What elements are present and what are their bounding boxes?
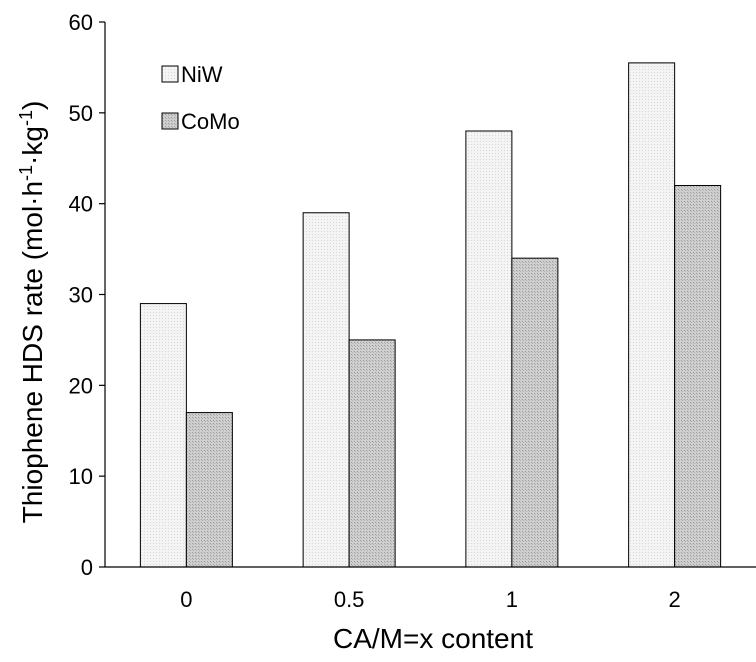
bars-layer <box>139 62 722 568</box>
legend: NiW CoMo <box>161 62 240 134</box>
x-tick-label-0: 0 <box>180 587 192 612</box>
bar-como-0.5 <box>348 339 396 568</box>
bar-como-1 <box>511 257 559 568</box>
x-tick-label-1: 1 <box>506 587 518 612</box>
x-tick-label-0.5: 0.5 <box>334 587 365 612</box>
legend-swatch-niw <box>161 65 179 83</box>
axes-layer <box>99 21 756 568</box>
y-tick-label-40: 40 <box>69 192 93 217</box>
y-axis-title-sup1: -1 <box>16 165 36 181</box>
bar-niw-0.5 <box>302 212 350 568</box>
bar-niw-2 <box>628 62 676 568</box>
y-axis-title-main: Thiophene HDS rate (mol·h <box>17 181 48 523</box>
bar-como-0 <box>185 412 233 568</box>
y-axis-title-end: ) <box>17 101 48 110</box>
y-tick-label-10: 10 <box>69 464 93 489</box>
y-tick-label-20: 20 <box>69 373 93 398</box>
x-tick-label-2: 2 <box>669 587 681 612</box>
y-tick-label-60: 60 <box>69 10 93 35</box>
y-axis-title-mid: ·kg <box>17 126 48 165</box>
legend-label-niw: NiW <box>181 62 223 87</box>
y-axis-title-sup2: -1 <box>16 110 36 126</box>
y-axis-title: Thiophene HDS rate (mol·h-1·kg-1) <box>16 101 48 524</box>
y-tick-label-30: 30 <box>69 283 93 308</box>
legend-label-como: CoMo <box>181 109 240 134</box>
x-axis-title: CA/M=x content <box>333 623 533 654</box>
bar-niw-0 <box>139 303 187 568</box>
y-tick-label-0: 0 <box>81 555 93 580</box>
y-tick-labels: 0 10 20 30 40 50 60 <box>69 10 93 580</box>
bar-niw-1 <box>465 130 513 568</box>
x-tick-labels: 0 0.5 1 2 <box>180 587 681 612</box>
bar-como-2 <box>674 185 722 568</box>
y-tick-label-50: 50 <box>69 101 93 126</box>
legend-swatch-como <box>161 112 179 130</box>
